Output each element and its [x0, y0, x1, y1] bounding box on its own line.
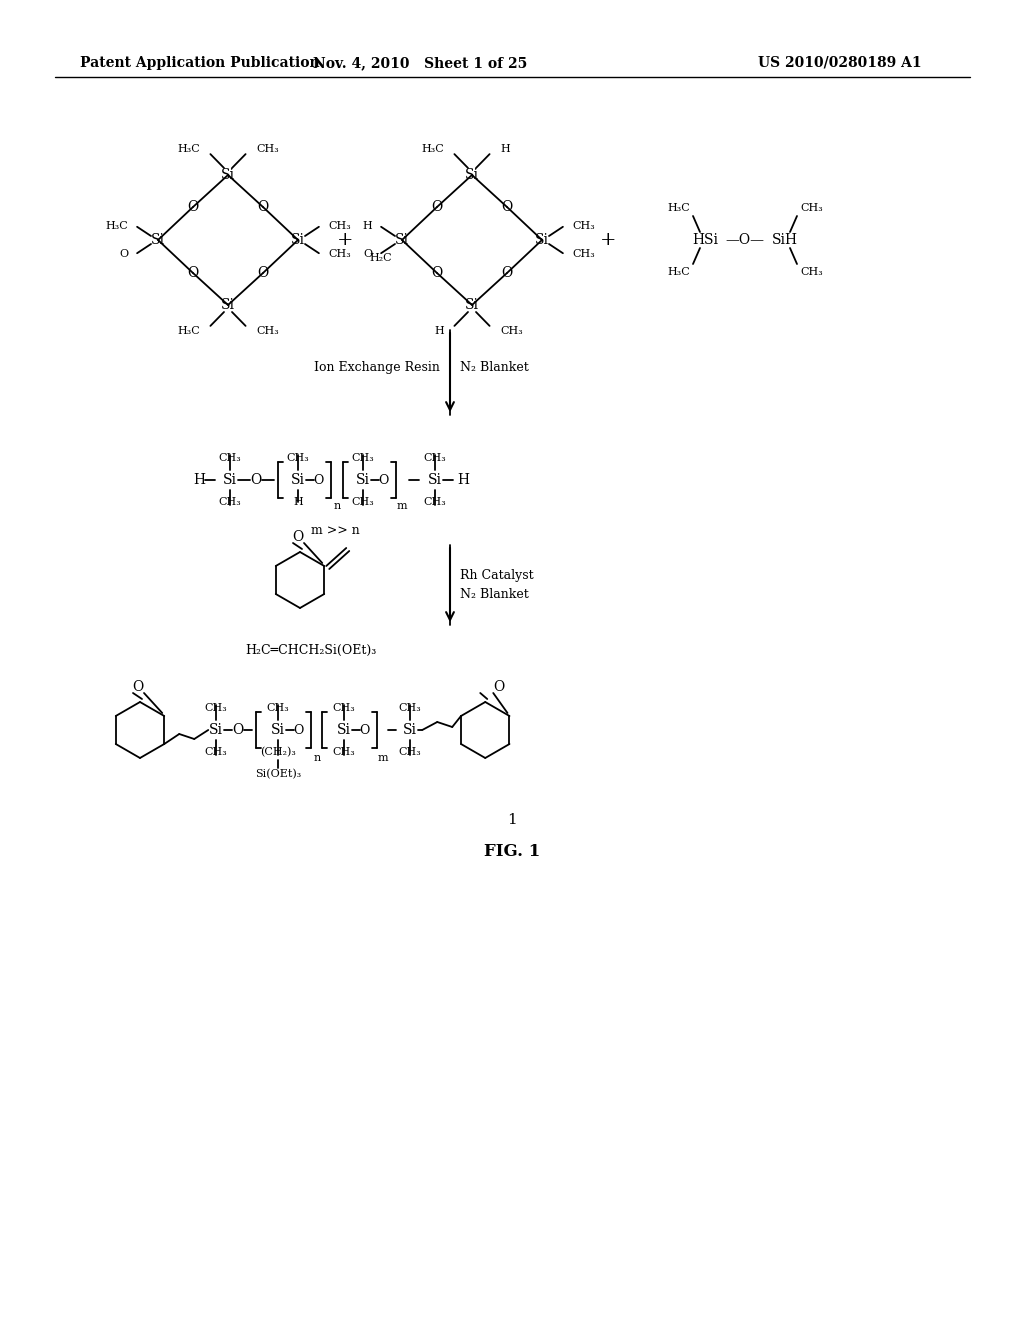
Text: n: n — [313, 752, 321, 763]
Text: Nov. 4, 2010   Sheet 1 of 25: Nov. 4, 2010 Sheet 1 of 25 — [313, 55, 527, 70]
Text: Si: Si — [223, 473, 237, 487]
Text: Si: Si — [403, 723, 417, 737]
Text: Si: Si — [337, 723, 351, 737]
Text: H: H — [500, 144, 510, 154]
Text: O: O — [119, 249, 128, 259]
Text: O: O — [312, 474, 324, 487]
Text: H: H — [293, 498, 303, 507]
Text: H₃C: H₃C — [177, 326, 200, 337]
Text: n: n — [334, 502, 341, 511]
Text: HSi: HSi — [692, 234, 718, 247]
Text: CH₃: CH₃ — [500, 326, 522, 337]
Text: O: O — [494, 680, 505, 694]
Text: H₂C═CHCH₂Si(OEt)₃: H₂C═CHCH₂Si(OEt)₃ — [245, 644, 376, 656]
Text: CH₃: CH₃ — [328, 220, 351, 231]
Text: CH₃: CH₃ — [424, 498, 446, 507]
Text: H₃C: H₃C — [668, 267, 690, 277]
Text: Si: Si — [356, 473, 370, 487]
Text: CH₃: CH₃ — [328, 249, 351, 259]
Text: CH₃: CH₃ — [424, 453, 446, 463]
Text: O: O — [502, 201, 513, 214]
Text: CH₃: CH₃ — [351, 498, 375, 507]
Text: m: m — [396, 502, 408, 511]
Text: O: O — [187, 267, 199, 280]
Text: O: O — [362, 249, 372, 259]
Text: O: O — [187, 201, 199, 214]
Text: CH₃: CH₃ — [205, 704, 227, 713]
Text: H₃C: H₃C — [668, 203, 690, 213]
Text: O: O — [232, 723, 244, 737]
Text: CH₃: CH₃ — [256, 326, 279, 337]
Text: Patent Application Publication: Patent Application Publication — [80, 55, 319, 70]
Text: O: O — [502, 267, 513, 280]
Text: Ion Exchange Resin: Ion Exchange Resin — [314, 360, 440, 374]
Text: (CH₂)₃: (CH₂)₃ — [260, 747, 296, 758]
Text: CH₃: CH₃ — [219, 498, 242, 507]
Text: Si: Si — [535, 234, 549, 247]
Text: N₂ Blanket: N₂ Blanket — [460, 589, 528, 602]
Text: CH₃: CH₃ — [219, 453, 242, 463]
Text: H: H — [434, 326, 444, 337]
Text: Si: Si — [221, 168, 234, 182]
Text: Si: Si — [465, 168, 479, 182]
Text: CH₃: CH₃ — [800, 267, 822, 277]
Text: Si: Si — [395, 234, 409, 247]
Text: CH₃: CH₃ — [351, 453, 375, 463]
Text: H₂C: H₂C — [370, 253, 392, 263]
Text: H₃C: H₃C — [177, 144, 200, 154]
Text: Si: Si — [209, 723, 223, 737]
Text: CH₃: CH₃ — [572, 220, 595, 231]
Text: US 2010/0280189 A1: US 2010/0280189 A1 — [758, 55, 922, 70]
Text: H₃C: H₃C — [421, 144, 444, 154]
Text: O: O — [359, 723, 370, 737]
Text: CH₃: CH₃ — [256, 144, 279, 154]
Text: Si: Si — [428, 473, 442, 487]
Text: H: H — [193, 473, 205, 487]
Text: m >> n: m >> n — [311, 524, 359, 536]
Text: CH₃: CH₃ — [287, 453, 309, 463]
Text: Rh Catalyst: Rh Catalyst — [460, 569, 534, 582]
Text: O: O — [293, 531, 304, 544]
Text: Si: Si — [271, 723, 286, 737]
Text: CH₃: CH₃ — [205, 747, 227, 756]
Text: O: O — [431, 267, 442, 280]
Text: H₃C: H₃C — [105, 220, 128, 231]
Text: 1: 1 — [507, 813, 517, 828]
Text: CH₃: CH₃ — [267, 704, 290, 713]
Text: O: O — [132, 680, 143, 694]
Text: m: m — [378, 752, 388, 763]
Text: Si(OEt)₃: Si(OEt)₃ — [255, 768, 301, 779]
Text: CH₃: CH₃ — [399, 704, 422, 713]
Text: H: H — [457, 473, 469, 487]
Text: CH₃: CH₃ — [333, 704, 355, 713]
Text: +: + — [337, 231, 353, 249]
Text: CH₃: CH₃ — [333, 747, 355, 756]
Text: CH₃: CH₃ — [800, 203, 822, 213]
Text: FIG. 1: FIG. 1 — [484, 843, 540, 861]
Text: Si: Si — [465, 298, 479, 312]
Text: Si: Si — [151, 234, 165, 247]
Text: Si: Si — [221, 298, 234, 312]
Text: Si: Si — [291, 473, 305, 487]
Text: O: O — [257, 201, 268, 214]
Text: CH₃: CH₃ — [399, 747, 422, 756]
Text: N₂ Blanket: N₂ Blanket — [460, 360, 528, 374]
Text: O: O — [378, 474, 388, 487]
Text: H: H — [362, 220, 372, 231]
Text: O: O — [293, 723, 303, 737]
Text: +: + — [600, 231, 616, 249]
Text: CH₃: CH₃ — [572, 249, 595, 259]
Text: SiH: SiH — [772, 234, 798, 247]
Text: Si: Si — [291, 234, 305, 247]
Text: O: O — [251, 473, 261, 487]
Text: O: O — [431, 201, 442, 214]
Text: —O—: —O— — [725, 234, 765, 247]
Text: O: O — [257, 267, 268, 280]
